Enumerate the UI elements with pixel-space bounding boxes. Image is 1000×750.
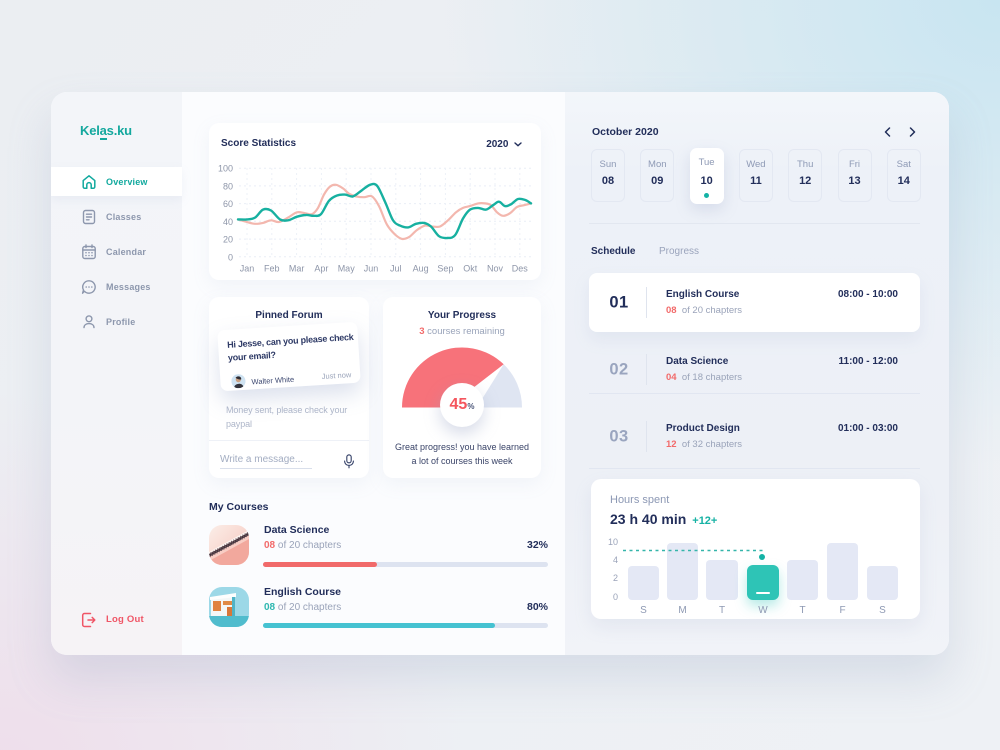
svg-text:60: 60: [223, 199, 233, 209]
svg-text:Nov: Nov: [487, 264, 504, 274]
svg-text:Des: Des: [512, 264, 529, 274]
svg-text:May: May: [338, 264, 356, 274]
svg-text:Apr: Apr: [314, 264, 328, 274]
svg-text:Aug: Aug: [413, 264, 429, 274]
svg-text:40: 40: [223, 217, 233, 227]
svg-text:20: 20: [223, 235, 233, 245]
svg-text:Mar: Mar: [289, 264, 305, 274]
svg-text:0: 0: [228, 252, 233, 262]
svg-text:100: 100: [218, 164, 233, 174]
svg-text:Okt: Okt: [463, 264, 478, 274]
svg-text:Jul: Jul: [390, 264, 402, 274]
svg-text:80: 80: [223, 181, 233, 191]
svg-text:Jun: Jun: [364, 264, 379, 274]
svg-text:Jan: Jan: [240, 264, 255, 274]
svg-text:Sep: Sep: [437, 264, 453, 274]
svg-text:Feb: Feb: [264, 264, 280, 274]
